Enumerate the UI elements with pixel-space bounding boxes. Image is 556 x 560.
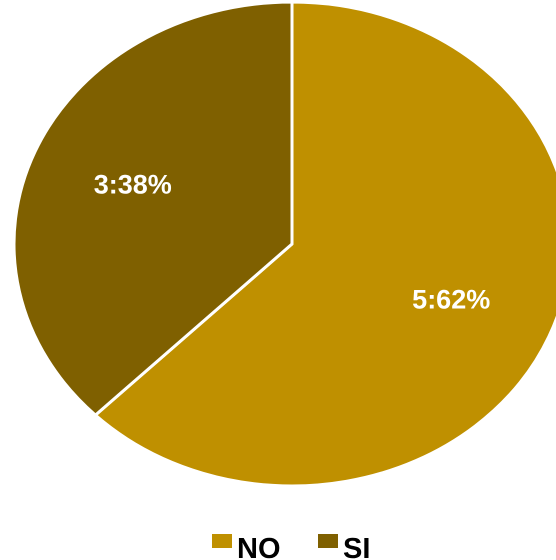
- pie-slice-label-si: 3:38%: [94, 170, 172, 200]
- pie-slice-no: [93, 0, 556, 488]
- legend-swatch-no: [212, 534, 232, 548]
- legend-label-no: NO: [237, 533, 281, 560]
- pie-slice-si: [12, 0, 294, 417]
- legend-swatch-si: [318, 534, 338, 548]
- pie-slice-label-no: 5:62%: [412, 285, 490, 315]
- legend-label-si: SI: [343, 533, 370, 560]
- pie-slices: [12, 0, 556, 488]
- legend: NO SI: [212, 533, 370, 560]
- pie-slice-labels: 5:62% 3:38%: [94, 170, 490, 315]
